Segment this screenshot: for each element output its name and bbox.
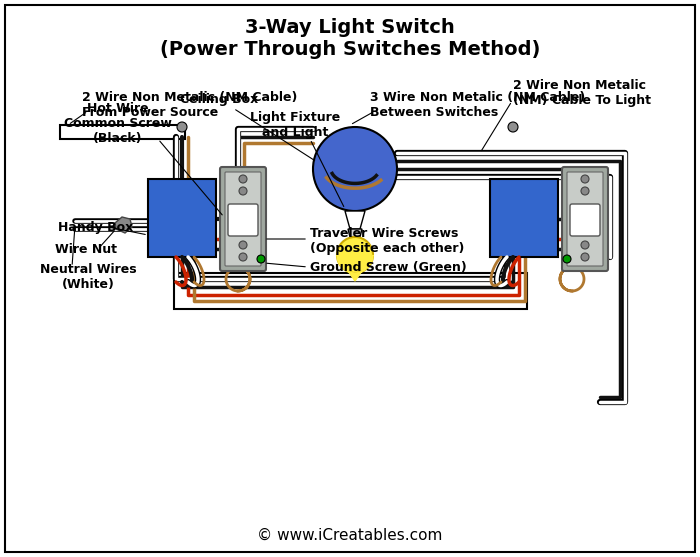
Text: Handy Box: Handy Box xyxy=(58,221,133,233)
Text: Wire Nut: Wire Nut xyxy=(55,242,117,256)
Text: Traveler Wire Screws
(Opposite each other): Traveler Wire Screws (Opposite each othe… xyxy=(310,227,464,255)
Circle shape xyxy=(337,237,373,273)
FancyBboxPatch shape xyxy=(570,204,600,236)
Polygon shape xyxy=(345,211,365,229)
Circle shape xyxy=(581,253,589,261)
FancyBboxPatch shape xyxy=(148,179,216,257)
Text: Light Fixture
and Light: Light Fixture and Light xyxy=(250,111,340,139)
Circle shape xyxy=(563,255,571,263)
FancyBboxPatch shape xyxy=(220,167,266,271)
Text: Ground Screw (Green): Ground Screw (Green) xyxy=(310,261,467,273)
Text: 3-Way Light Switch: 3-Way Light Switch xyxy=(245,17,455,37)
Circle shape xyxy=(239,187,247,195)
Circle shape xyxy=(508,122,518,132)
Text: 3 Wire Non Metalic (NM Cable)
Between Switches: 3 Wire Non Metalic (NM Cable) Between Sw… xyxy=(370,91,585,119)
Circle shape xyxy=(239,253,247,261)
Circle shape xyxy=(239,241,247,249)
Circle shape xyxy=(239,175,247,183)
FancyBboxPatch shape xyxy=(5,5,695,552)
Circle shape xyxy=(581,175,589,183)
Text: (Power Through Switches Method): (Power Through Switches Method) xyxy=(160,40,540,58)
FancyBboxPatch shape xyxy=(567,172,603,266)
Circle shape xyxy=(313,127,397,211)
Circle shape xyxy=(581,187,589,195)
Polygon shape xyxy=(337,255,373,281)
FancyBboxPatch shape xyxy=(228,204,258,236)
Text: Neutral Wires
(White): Neutral Wires (White) xyxy=(40,263,136,291)
FancyBboxPatch shape xyxy=(562,167,608,271)
Circle shape xyxy=(257,255,265,263)
Text: © www.iCreatables.com: © www.iCreatables.com xyxy=(258,527,442,543)
Polygon shape xyxy=(115,217,132,233)
Text: Hot Wire
Common Screw
(Black): Hot Wire Common Screw (Black) xyxy=(64,101,172,144)
Circle shape xyxy=(581,241,589,249)
Text: 2 Wire Non Metalic (NM Cable)
From Power Source: 2 Wire Non Metalic (NM Cable) From Power… xyxy=(82,91,298,119)
Text: Ceiling Box: Ceiling Box xyxy=(180,92,315,160)
Circle shape xyxy=(177,122,187,132)
Text: 2 Wire Non Metalic
(NM) Cable To Light: 2 Wire Non Metalic (NM) Cable To Light xyxy=(513,79,651,107)
FancyBboxPatch shape xyxy=(225,172,261,266)
Polygon shape xyxy=(348,229,362,237)
FancyBboxPatch shape xyxy=(490,179,558,257)
